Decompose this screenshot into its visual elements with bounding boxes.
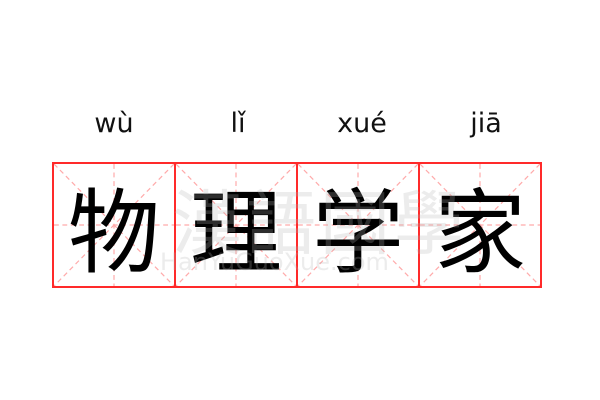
hanzi: 理	[189, 179, 282, 287]
pinyin-1: wù	[94, 108, 134, 139]
guide-lines	[176, 164, 296, 286]
character-cell: 家	[418, 162, 542, 288]
guide-lines	[54, 164, 174, 286]
guide-lines	[420, 164, 540, 286]
guide-lines	[298, 164, 418, 286]
hanzi: 学	[311, 179, 404, 287]
pinyin-3: xué	[337, 108, 387, 139]
pinyin-2: lǐ	[230, 108, 246, 139]
pinyin-4: jiā	[470, 108, 502, 139]
tianzige-grid: 物 理 学 家	[52, 162, 549, 288]
hanzi: 家	[433, 179, 526, 287]
character-cell: 理	[174, 162, 298, 288]
hanzi: 物	[67, 179, 160, 287]
character-cell: 学	[296, 162, 420, 288]
character-cell: 物	[52, 162, 176, 288]
